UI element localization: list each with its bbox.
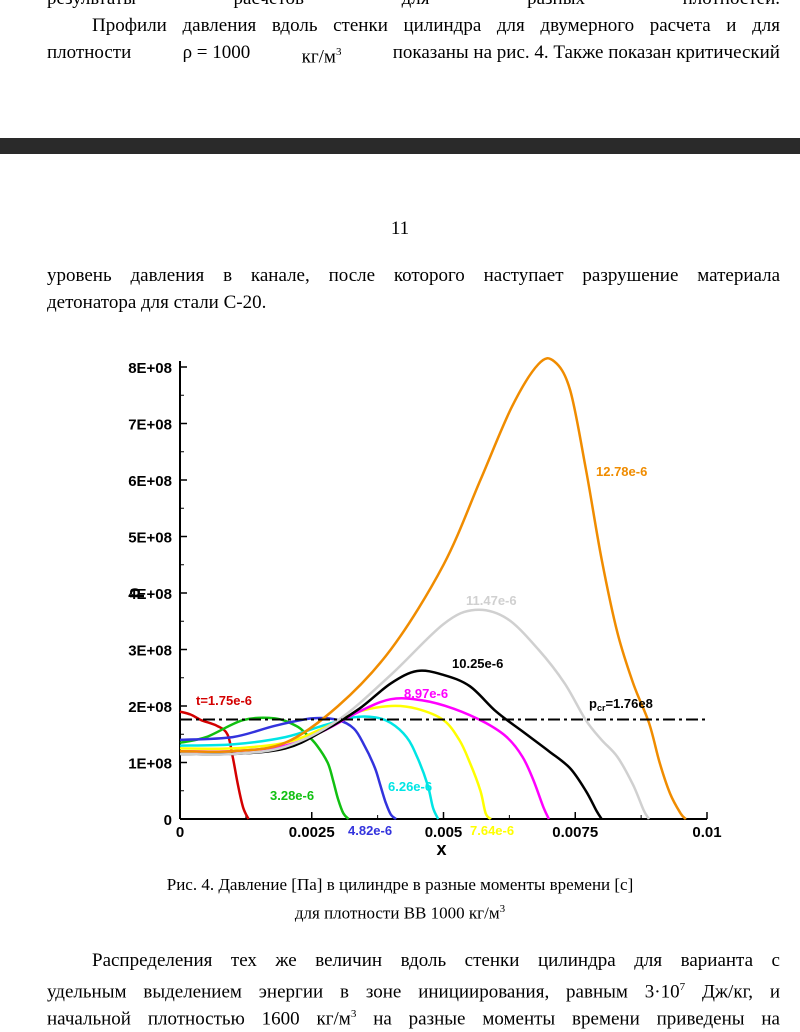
text-line-3: уровень давления в канале, после которог…: [47, 265, 780, 286]
series-line-3-28e-6: [179, 716, 350, 820]
rho-formula: ρ = 1000: [182, 42, 251, 63]
text-line-1: Профили давления вдоль стенки цилиндра д…: [92, 15, 780, 36]
figure-caption-line-2: для плотности ВВ 1000 кг/м3: [0, 897, 800, 926]
x-tick-label: 0.005: [425, 824, 463, 841]
unit-superscript: 3: [335, 46, 342, 58]
series-label: 7.64e-6: [470, 823, 514, 838]
text-segment: показаны на рис. 4. Также показан критич…: [392, 42, 780, 63]
exponent: 7: [679, 981, 686, 993]
critical-level-label: pcr=1.76e8: [589, 696, 653, 713]
figure-caption-line-1: Рис. 4. Давление [Па] в цилиндре в разны…: [166, 875, 634, 894]
series-line-10-25e-6: [179, 669, 603, 820]
labels-layer: t=1.75e-6 3.28e-6 4.82e-6 6.26e-6 7.64e-6 8.9…: [196, 464, 653, 838]
text-segment: на разные моменты времени приведены на: [356, 1008, 780, 1030]
superscript: 3: [350, 1008, 357, 1020]
series-label: 3.28e-6: [270, 788, 314, 803]
y-tick-label: 5E+08: [128, 530, 172, 547]
y-tick-label: 7E+08: [128, 417, 172, 434]
series-line-4-82e-6: [179, 716, 397, 820]
series-label: 8.97e-6: [404, 686, 448, 701]
x-axis-label: x: [436, 839, 446, 859]
axes: 0 1E+08 2E+08 3E+08 4E+08 5E+08 6E+08 7E+08 8E+0…: [124, 360, 722, 859]
y-tick-label: 4E+08: [128, 586, 172, 603]
y-tick-label: 2E+08: [128, 699, 172, 716]
text-line-7: начальной плотностью 1600 кг/м3 на разны…: [47, 1001, 780, 1032]
series-label: 10.25e-6: [452, 656, 503, 671]
series-label: 4.82e-6: [348, 823, 392, 838]
y-tick-label: 1E+08: [128, 756, 172, 773]
page-separator: [0, 138, 800, 154]
caption-text: для плотности ВВ 1000 кг/м: [294, 903, 500, 923]
x-tick-label: 0.01: [692, 824, 721, 841]
series-label: 12.78e-6: [596, 464, 647, 479]
series-label: 11.47e-6: [466, 593, 517, 608]
caption-superscript: 3: [499, 903, 506, 915]
y-tick-label: 0: [164, 812, 172, 829]
text-segment: удельным выделением энергии в зоне иници…: [47, 981, 680, 1003]
pressure-chart: 0 1E+08 2E+08 3E+08 4E+08 5E+08 6E+08 7E+08 8E+0…: [124, 357, 722, 859]
unit-text: кг/м: [301, 46, 336, 68]
series-label: 6.26e-6: [388, 779, 432, 794]
page-number: 11: [390, 218, 410, 239]
text-segment: плотности: [47, 42, 132, 63]
text-line-6: удельным выделением энергии в зоне иници…: [47, 974, 780, 1005]
text-segment: Дж/кг, и: [685, 981, 780, 1003]
series-line-t-1-75e-6: [179, 710, 250, 820]
y-tick-label: 8E+08: [128, 360, 172, 377]
series-line-11-47e-6: [179, 608, 651, 820]
x-tick-label: 0.0075: [552, 824, 598, 841]
text-segment: начальной плотностью 1600 кг/м: [47, 1008, 351, 1030]
x-tick-label: 0: [176, 824, 184, 841]
series-line-6-26e-6: [179, 715, 440, 820]
text-line-0: результаты расчетов для разных плотносте…: [47, 0, 780, 12]
text-line-2: плотности ρ = 1000 кг/м3 показаны на рис…: [47, 39, 780, 70]
text-line-4: детонатора для стали С-20.: [47, 292, 267, 313]
series-layer: [179, 357, 705, 820]
unit: кг/м3: [302, 39, 342, 70]
y-tick-label: 3E+08: [128, 643, 172, 660]
y-tick-label: 6E+08: [128, 473, 172, 490]
x-tick-label: 0.0025: [289, 824, 335, 841]
y-axis-label: p: [124, 588, 144, 599]
series-label: t=1.75e-6: [196, 693, 252, 708]
text-line-5: Распределения тех же величин вдоль стенк…: [92, 950, 780, 971]
series-line-12-78e-6: [179, 357, 687, 820]
